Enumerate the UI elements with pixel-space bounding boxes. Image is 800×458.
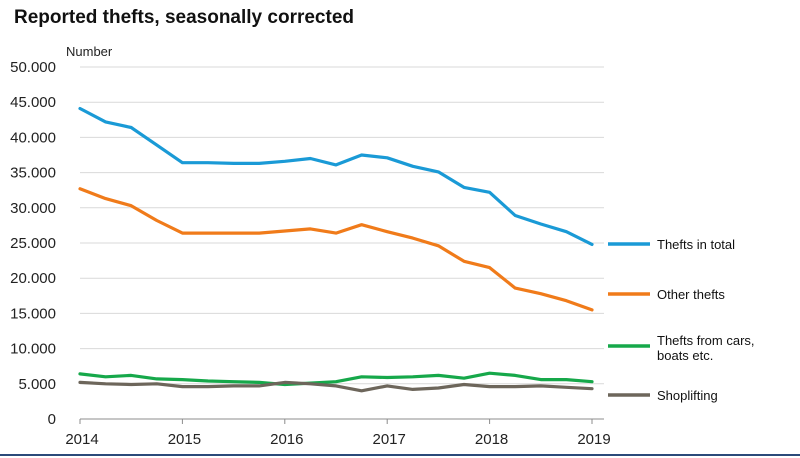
x-tick-label: 2019 bbox=[577, 431, 610, 448]
y-tick-label: 5.000 bbox=[18, 376, 56, 393]
y-tick-label: 25.000 bbox=[10, 235, 56, 252]
legend-label-2: boats etc. bbox=[657, 348, 713, 363]
legend-label-1: Other thefts bbox=[657, 287, 725, 302]
y-axis-label: Number bbox=[66, 44, 113, 59]
y-tick-label: 10.000 bbox=[10, 341, 56, 358]
legend-label-3: Shoplifting bbox=[657, 388, 718, 403]
y-tick-label: 40.000 bbox=[10, 129, 56, 146]
x-tick-label: 2014 bbox=[65, 431, 98, 448]
x-tick-label: 2017 bbox=[373, 431, 406, 448]
series-line-2 bbox=[78, 371, 594, 387]
bottom-rule bbox=[0, 454, 800, 456]
y-tick-label: 50.000 bbox=[10, 59, 56, 76]
series-line-0 bbox=[78, 106, 594, 246]
series-line-3 bbox=[78, 380, 594, 393]
axes: 0 5.000 10.000 15.000 20.000 25.000 30.000 35.0… bbox=[10, 44, 611, 448]
gridlines bbox=[80, 66, 604, 420]
series-lines bbox=[78, 106, 594, 393]
legend-label-0: Thefts in total bbox=[657, 237, 735, 252]
x-tick-label: 2018 bbox=[475, 431, 508, 448]
x-tick-label: 2016 bbox=[270, 431, 303, 448]
y-tick-label: 15.000 bbox=[10, 305, 56, 322]
series-line-1 bbox=[78, 187, 594, 312]
legend-label-2: Thefts from cars, bbox=[657, 333, 755, 348]
legend: Thefts in total Other thefts Thefts from c… bbox=[608, 237, 755, 403]
x-tick-label: 2015 bbox=[168, 431, 201, 448]
y-tick-label: 20.000 bbox=[10, 270, 56, 287]
y-tick-label: 30.000 bbox=[10, 200, 56, 217]
y-tick-label: 45.000 bbox=[10, 94, 56, 111]
chart-title: Reported thefts, seasonally corrected bbox=[14, 7, 354, 28]
y-tick-label: 35.000 bbox=[10, 165, 56, 182]
y-tick-label: 0 bbox=[48, 411, 56, 428]
